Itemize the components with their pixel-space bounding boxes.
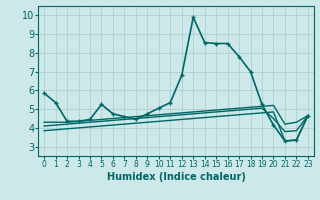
X-axis label: Humidex (Indice chaleur): Humidex (Indice chaleur)	[107, 172, 245, 182]
